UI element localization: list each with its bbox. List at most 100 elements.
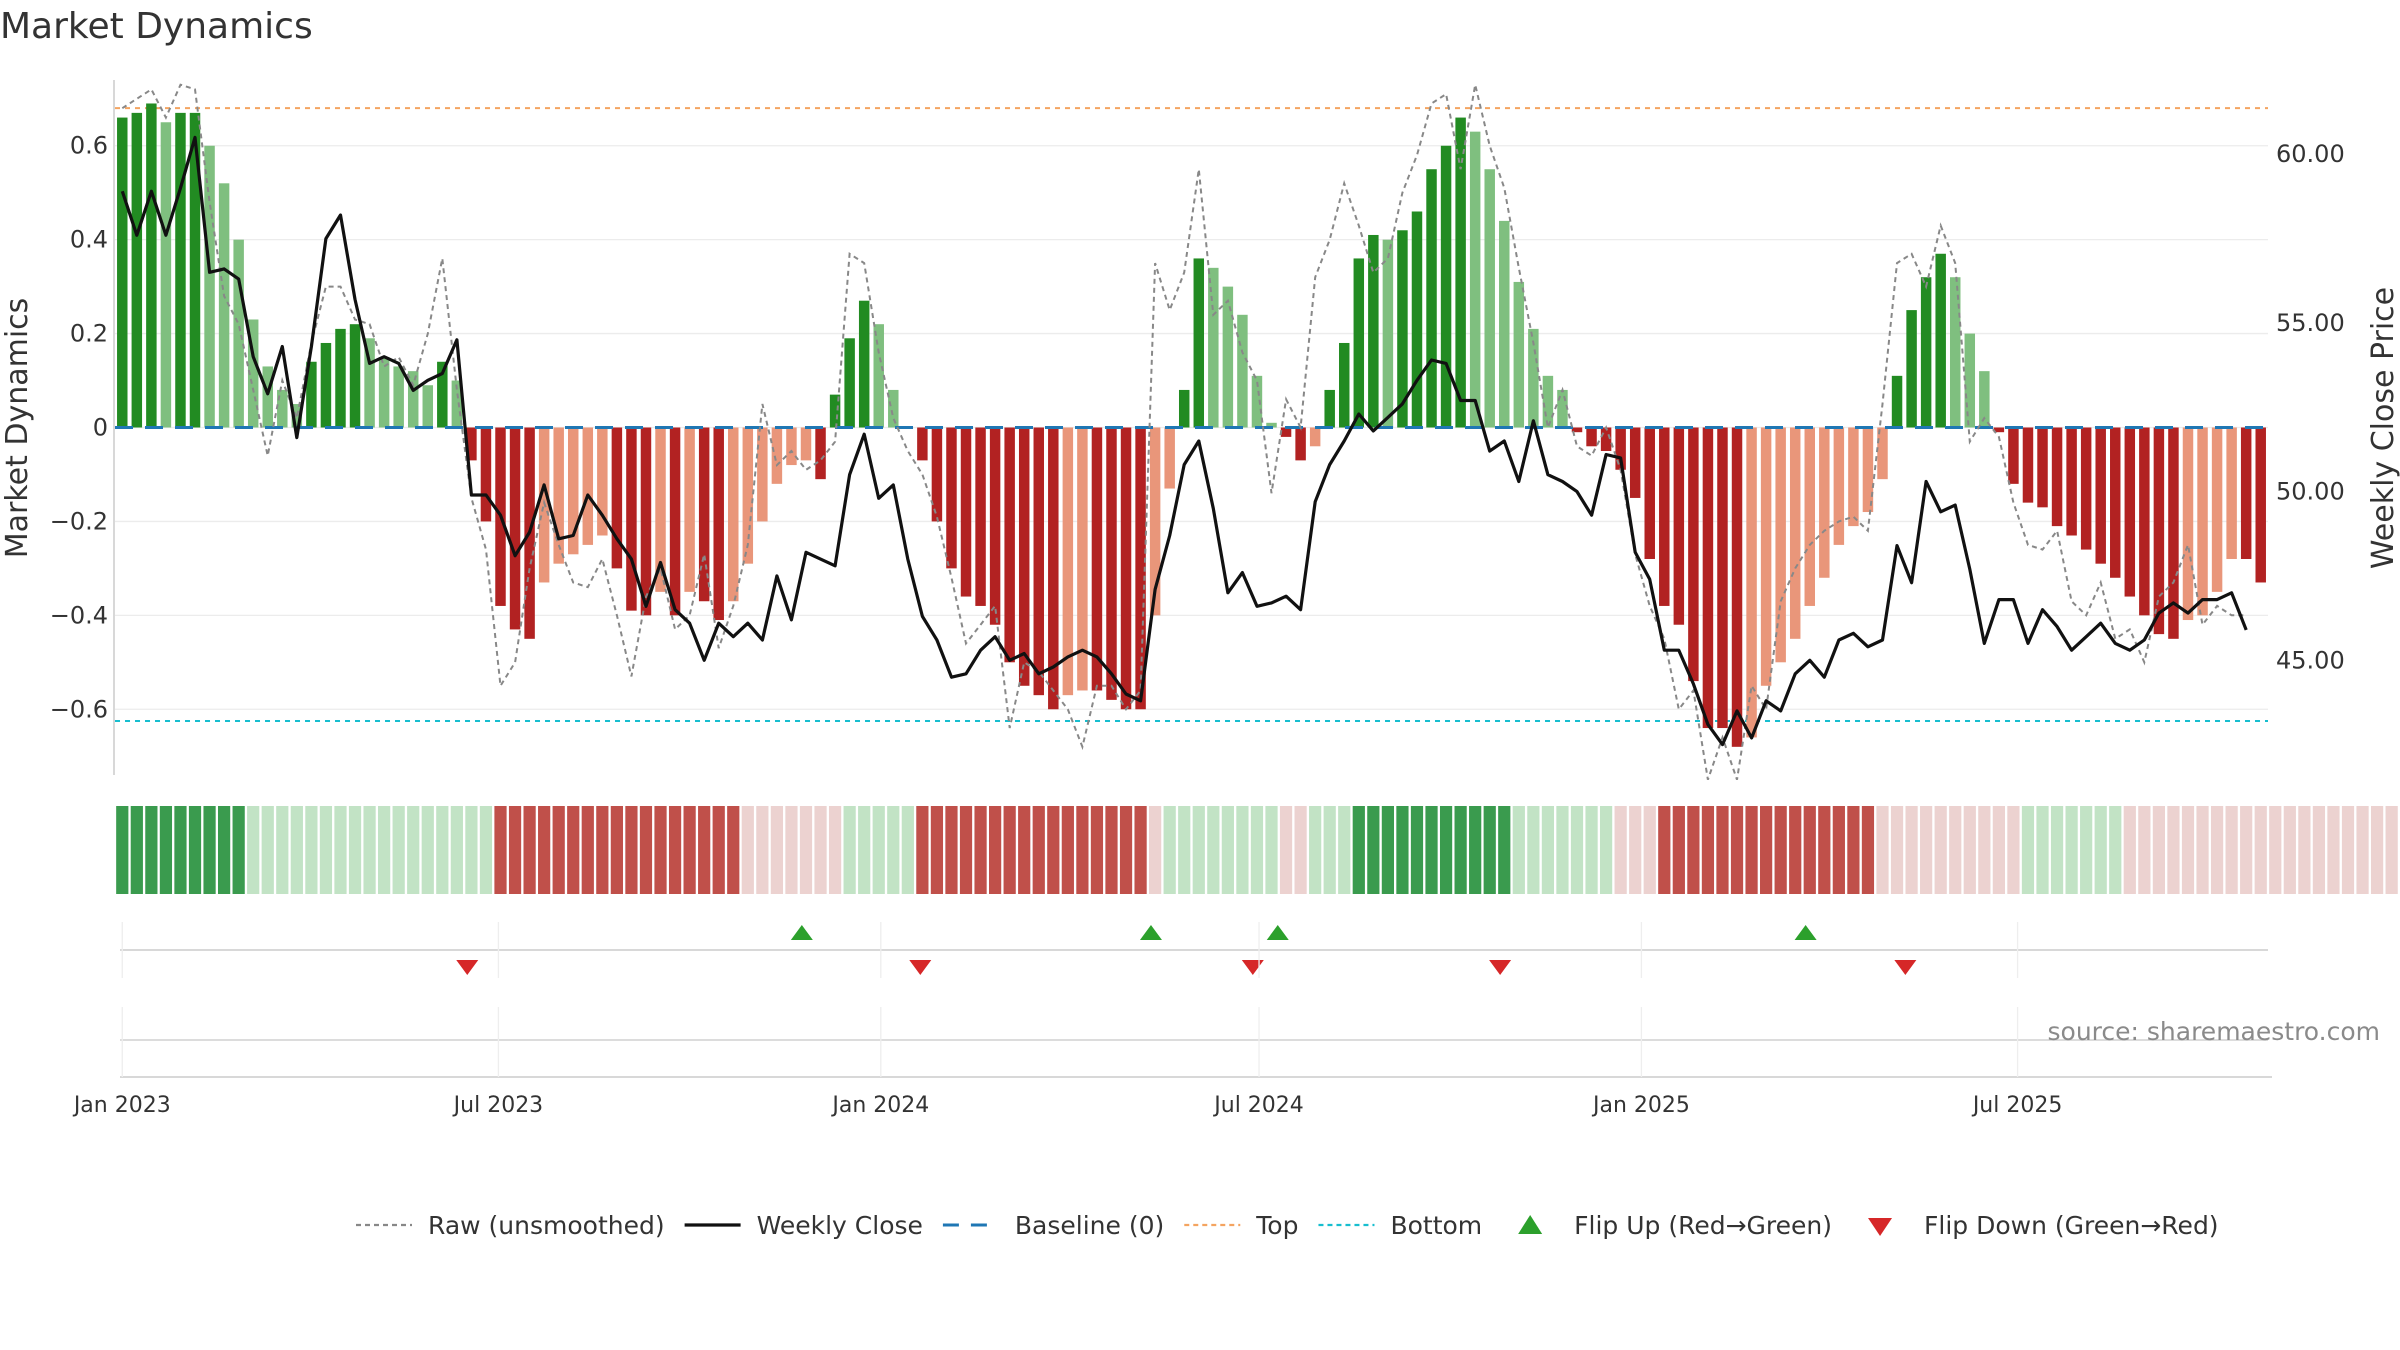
dynamics-bar: [2080, 427, 2092, 550]
regime-cell: [989, 806, 1002, 894]
dynamics-bar: [160, 122, 172, 428]
dynamics-bar: [2139, 427, 2150, 616]
dynamics-bar: [1542, 375, 1554, 428]
regime-cell: [378, 806, 391, 894]
regime-cell: [1512, 806, 1525, 894]
dynamics-bar: [2022, 427, 2034, 503]
dynamics-bar: [1411, 211, 1423, 428]
regime-cell: [1905, 806, 1918, 894]
dynamics-bar: [873, 324, 884, 428]
regime-cell: [567, 806, 580, 894]
dynamics-bar: [218, 183, 230, 428]
flip-up-marker: [1139, 925, 1162, 940]
dynamics-bar: [1717, 427, 1728, 729]
regime-cell: [1818, 806, 1831, 894]
left-tick-label: 0.6: [70, 132, 108, 160]
dynamics-bar: [1033, 427, 1044, 696]
dynamics-bar: [1353, 258, 1365, 428]
dynamics-bar: [1629, 427, 1641, 498]
dynamics-bar: [1688, 427, 1699, 682]
dynamics-bar: [815, 427, 826, 480]
dynamics-bar: [1557, 389, 1568, 428]
regime-cell: [2385, 806, 2398, 894]
dynamics-bar: [742, 427, 754, 564]
dynamics-bar: [1440, 145, 1452, 428]
dynamics-bar: [2211, 427, 2223, 592]
dynamics-bar: [117, 117, 128, 428]
dynamics-bar: [728, 427, 739, 602]
dynamics-bar: [1600, 427, 1612, 451]
dynamics-bar: [1775, 427, 1786, 663]
dynamics-bar: [800, 427, 812, 461]
regime-cell: [1803, 806, 1816, 894]
regime-cell: [1890, 806, 1904, 894]
regime-cell: [1309, 806, 1322, 894]
dynamics-bar: [1339, 342, 1350, 428]
regime-cell: [1585, 806, 1598, 894]
regime-cell: [1774, 806, 1787, 894]
dynamics-bar: [306, 361, 317, 428]
regime-cell: [756, 806, 769, 894]
dynamics-bar: [917, 427, 928, 461]
dynamics-bar: [1251, 375, 1263, 428]
regime-cell: [1221, 806, 1234, 894]
dynamics-bar: [1397, 230, 1408, 428]
dynamics-bar: [131, 112, 143, 428]
dynamics-bar: [1804, 427, 1815, 606]
regime-cell: [217, 806, 231, 894]
dynamics-bar: [568, 427, 579, 555]
regime-cell: [1279, 806, 1293, 894]
regime-cell: [305, 806, 318, 894]
dynamics-bar: [1368, 234, 1379, 428]
regime-cell: [392, 806, 405, 894]
regime-cell: [2152, 806, 2166, 894]
regime-cell: [1716, 806, 1729, 894]
regime-cell: [1934, 806, 1947, 894]
dynamics-bar: [1789, 427, 1801, 639]
legend-item: Flip Down (Green→Red): [1868, 1211, 2219, 1240]
dynamics-bar: [1004, 427, 1015, 663]
regime-cell: [2210, 806, 2224, 894]
regime-cell: [1367, 806, 1380, 894]
regime-cell: [683, 806, 696, 894]
flip-markers-panel: [120, 925, 2268, 975]
legend-label: Raw (unsmoothed): [428, 1211, 665, 1240]
flip-down-marker: [1241, 960, 1264, 975]
dynamics-bar: [175, 112, 186, 428]
dynamics-bar: [1920, 277, 1932, 428]
dynamics-bar: [931, 427, 943, 522]
regime-cell: [1920, 806, 1933, 894]
regime-cell: [276, 806, 289, 894]
dynamics-bar: [1178, 389, 1190, 428]
dynamics-bar: [626, 427, 637, 611]
regime-cell: [334, 806, 347, 894]
regime-cell: [2123, 806, 2136, 894]
dynamics-bar: [437, 361, 448, 428]
dynamics-bar: [1673, 427, 1685, 625]
dynamics-bar: [1731, 427, 1743, 747]
dynamics-bar: [858, 300, 870, 428]
dynamics-bar: [480, 427, 492, 522]
regime-cell: [1439, 806, 1453, 894]
reference-lines: [115, 107, 2268, 722]
x-tick-label: Jan 2023: [72, 1093, 171, 1118]
regime-cell: [1978, 806, 1991, 894]
dynamics-bar: [640, 427, 652, 616]
dynamics-bar: [1891, 375, 1903, 428]
regime-cell: [1250, 806, 1264, 894]
regime-cell: [799, 806, 813, 894]
regime-cell: [625, 806, 638, 894]
regime-cell: [2196, 806, 2209, 894]
legend-item: Weekly Close: [684, 1211, 923, 1240]
x-tick-label: Jul 2023: [452, 1093, 544, 1118]
regime-cell: [232, 806, 245, 894]
right-tick-label: 55.00: [2276, 309, 2345, 337]
regime-cell: [188, 806, 202, 894]
dynamics-bar: [349, 324, 361, 428]
regime-cell: [2298, 806, 2311, 894]
regime-cell: [1672, 806, 1685, 894]
x-tick-label: Jan 2025: [1591, 1093, 1690, 1118]
dynamics-bar: [684, 427, 695, 592]
regime-cell: [1643, 806, 1656, 894]
